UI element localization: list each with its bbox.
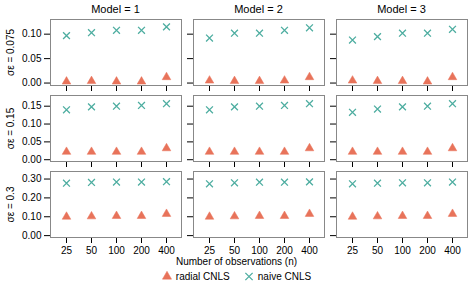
svg-text:σε = 0.3: σε = 0.3 [5,186,16,222]
svg-text:0.00: 0.00 [22,230,42,241]
html-text:naive CNLS: naive CNLS [257,270,312,282]
html-text:Number of observations (n): Number of observations (n) [175,256,298,267]
html-text:Model = 1: Model = 1 [91,3,140,15]
svg-text:0.15: 0.15 [22,100,42,111]
svg-text:50: 50 [86,245,98,256]
html-text:Model = 2: Model = 2 [234,3,283,15]
svg-text:400: 400 [158,245,175,256]
svg-text:σε = 0.075: σε = 0.075 [5,29,16,76]
svg-text:0.10: 0.10 [22,211,42,222]
svg-text:0.05: 0.05 [22,136,42,147]
svg-text:0.10: 0.10 [22,28,42,39]
svg-text:0.10: 0.10 [22,118,42,129]
svg-text:50: 50 [372,245,384,256]
svg-text:400: 400 [444,245,461,256]
svg-text:100: 100 [394,245,411,256]
svg-text:0.20: 0.20 [22,192,42,203]
html-text:radial CNLS: radial CNLS [175,270,230,282]
svg-text:100: 100 [108,245,125,256]
svg-text:0.05: 0.05 [22,53,42,64]
svg-text:0.00: 0.00 [22,154,42,165]
svg-text:σε = 0.15: σε = 0.15 [5,107,16,149]
svg-text:200: 200 [276,245,293,256]
svg-text:0.00: 0.00 [22,77,42,88]
svg-text:25: 25 [347,245,359,256]
svg-text:200: 200 [419,245,436,256]
svg-text:200: 200 [133,245,150,256]
svg-text:25: 25 [61,245,73,256]
svg-text:50: 50 [229,245,241,256]
svg-text:400: 400 [301,245,318,256]
svg-text:25: 25 [204,245,216,256]
svg-text:0.30: 0.30 [22,173,42,184]
svg-text:100: 100 [251,245,268,256]
html-text:Model = 3: Model = 3 [377,3,426,15]
